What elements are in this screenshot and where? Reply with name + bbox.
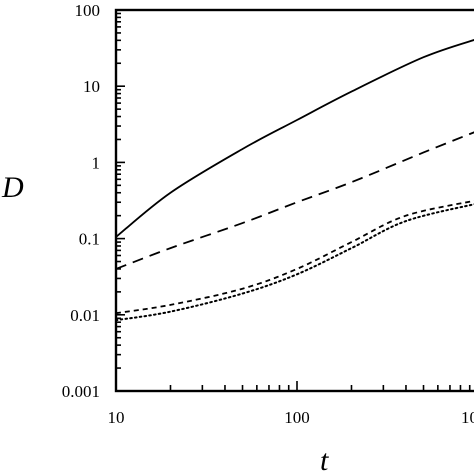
x-tick-label: 100	[284, 408, 310, 427]
y-axis: 0.001 0.01 0.1 1 10 100	[62, 1, 125, 401]
y-tick-label: 100	[75, 1, 101, 20]
plot-frame	[114, 8, 474, 393]
y-tick-label: 0.1	[79, 230, 100, 249]
x-tick-label: 1000	[461, 408, 474, 427]
x-axis: 10 100 1000	[108, 381, 474, 427]
y-tick-label: 0.01	[70, 306, 100, 325]
y-tick-label: 1	[92, 153, 101, 172]
series-layer	[116, 39, 474, 322]
series-line-dotted	[116, 203, 474, 322]
series-line-long-dash	[116, 131, 474, 270]
y-tick-label: 10	[83, 77, 100, 96]
y-axis-label: D	[1, 171, 24, 204]
plot-area	[114, 8, 474, 393]
series-line-solid	[116, 39, 474, 238]
x-axis-label: t	[320, 444, 329, 474]
y-tick-label: 0.001	[62, 382, 100, 401]
x-tick-label: 10	[108, 408, 125, 427]
series-line-short-dash	[116, 199, 474, 315]
